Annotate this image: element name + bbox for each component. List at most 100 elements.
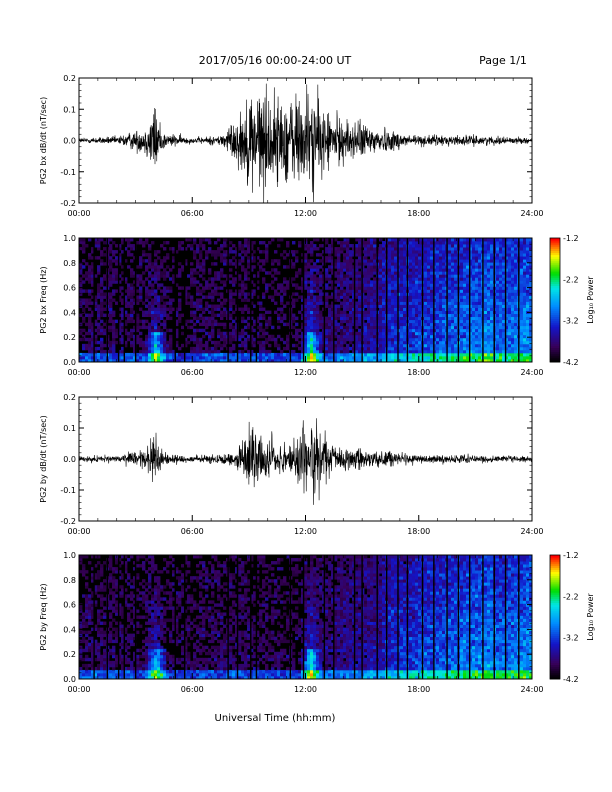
spectrogram-cell: [115, 328, 119, 333]
spectrogram-cell: [391, 247, 395, 251]
spectrogram-cell: [196, 298, 200, 302]
spectrogram-cell: [373, 331, 377, 336]
spectrogram-cell: [349, 283, 353, 287]
spectrogram-cell: [490, 328, 494, 333]
spectrogram-cell: [409, 271, 413, 275]
spectrogram-cell: [244, 307, 248, 311]
spectrogram-cell: [499, 313, 503, 318]
spectrogram-cell: [400, 319, 404, 324]
spectrogram-cell: [433, 283, 437, 287]
spectrogram-cell: [115, 289, 119, 293]
spectrogram-cell: [484, 280, 488, 284]
spectrogram-cell: [223, 298, 227, 302]
spectrogram-cell: [121, 325, 125, 330]
spectrogram-cell: [112, 292, 116, 296]
spectrogram-cell: [526, 328, 530, 333]
spectrogram-cell: [412, 352, 416, 357]
spectrogram-cell: [250, 352, 254, 357]
spectrogram-cell: [307, 304, 311, 308]
spectrogram-cell: [460, 298, 464, 302]
spectrogram-cell: [526, 322, 530, 327]
spectrogram-cell: [340, 322, 344, 327]
spectrogram-cell: [286, 358, 290, 363]
spectrogram-cell: [262, 328, 266, 333]
spectrogram-cell: [145, 319, 149, 324]
spectrogram-cell: [475, 322, 479, 327]
spectrogram-cell: [370, 280, 374, 284]
spectrogram-cell: [208, 358, 212, 363]
spectrogram-cell: [409, 241, 413, 245]
spectrogram-cell: [502, 325, 506, 330]
spectrogram-cell: [235, 331, 239, 336]
spectrogram-cell: [460, 292, 464, 296]
spectrogram-cell: [520, 358, 524, 363]
spectrogram-cell: [424, 259, 428, 263]
spectrogram-cell: [247, 262, 251, 266]
spectrogram-cell: [262, 346, 266, 351]
spectrogram-cell: [223, 250, 227, 254]
spectrogram-cell: [319, 259, 323, 263]
spectrogram-cell: [97, 316, 101, 321]
spectrogram-cell: [253, 304, 257, 308]
spectrogram-cell: [343, 301, 347, 305]
spectrogram-cell: [526, 337, 530, 342]
spectrogram-cell: [133, 334, 137, 339]
spectrogram-cell: [526, 268, 530, 272]
spectrogram-cell: [469, 262, 473, 266]
spectrogram-cell: [130, 316, 134, 321]
spectrogram-cell: [523, 301, 527, 305]
spectrogram-cell: [505, 358, 509, 363]
spectrogram-cell: [127, 286, 131, 290]
spectrogram-cell: [448, 319, 452, 324]
spectrogram-cell: [268, 283, 272, 287]
spectrogram-cell: [424, 286, 428, 290]
spectrogram-cell: [412, 346, 416, 351]
spectrogram-cell: [415, 268, 419, 272]
spectrogram-cell: [136, 289, 140, 293]
spectrogram-cell: [202, 316, 206, 321]
spectrogram-cell: [382, 250, 386, 254]
spectrogram-cell: [121, 298, 125, 302]
spectrogram-cell: [298, 328, 302, 333]
spectrogram-cell: [100, 349, 104, 354]
spectrogram-cell: [505, 310, 509, 315]
spectrogram-cell: [148, 337, 152, 342]
spectrogram-cell: [394, 343, 398, 348]
spectrogram-cell: [466, 268, 470, 272]
spectrogram-cell: [394, 316, 398, 321]
spectrogram-cell: [217, 313, 221, 318]
spectrogram-cell: [496, 292, 500, 296]
spectrogram-cell: [274, 358, 278, 363]
spectrogram-cell: [130, 253, 134, 257]
spectrogram-cell: [232, 310, 236, 315]
spectrogram-cell: [382, 343, 386, 348]
spectrogram-cell: [202, 286, 206, 290]
spectrogram-cell: [169, 337, 173, 342]
spectrogram-cell: [397, 277, 401, 281]
spectrogram-cell: [379, 262, 383, 266]
spectrogram-cell: [190, 304, 194, 308]
spectrogram-cell: [424, 358, 428, 363]
spectrogram-cell: [469, 322, 473, 327]
spectrogram-cell: [469, 301, 473, 305]
spectrogram-cell: [175, 352, 179, 357]
spectrogram-cell: [175, 274, 179, 278]
spectrogram-cell: [442, 259, 446, 263]
spectrogram-cell: [469, 319, 473, 324]
spectrogram-cell: [193, 238, 197, 242]
spectrogram-cell: [319, 349, 323, 354]
spectrogram-cell: [460, 337, 464, 342]
spectrogram-cell: [409, 277, 413, 281]
spectrogram-cell: [337, 259, 341, 263]
spectrogram-cell: [160, 262, 164, 266]
spectrogram-cell: [241, 283, 245, 287]
spectrogram-cell: [334, 331, 338, 336]
spectrogram-cell: [511, 343, 515, 348]
spectrogram-cell: [379, 271, 383, 275]
spectrogram-cell: [298, 352, 302, 357]
spectrogram-cell: [325, 328, 329, 333]
spectrogram-cell: [82, 334, 86, 339]
spectrogram-cell: [349, 268, 353, 272]
spectrogram-cell: [157, 250, 161, 254]
spectrogram-cell: [373, 346, 377, 351]
